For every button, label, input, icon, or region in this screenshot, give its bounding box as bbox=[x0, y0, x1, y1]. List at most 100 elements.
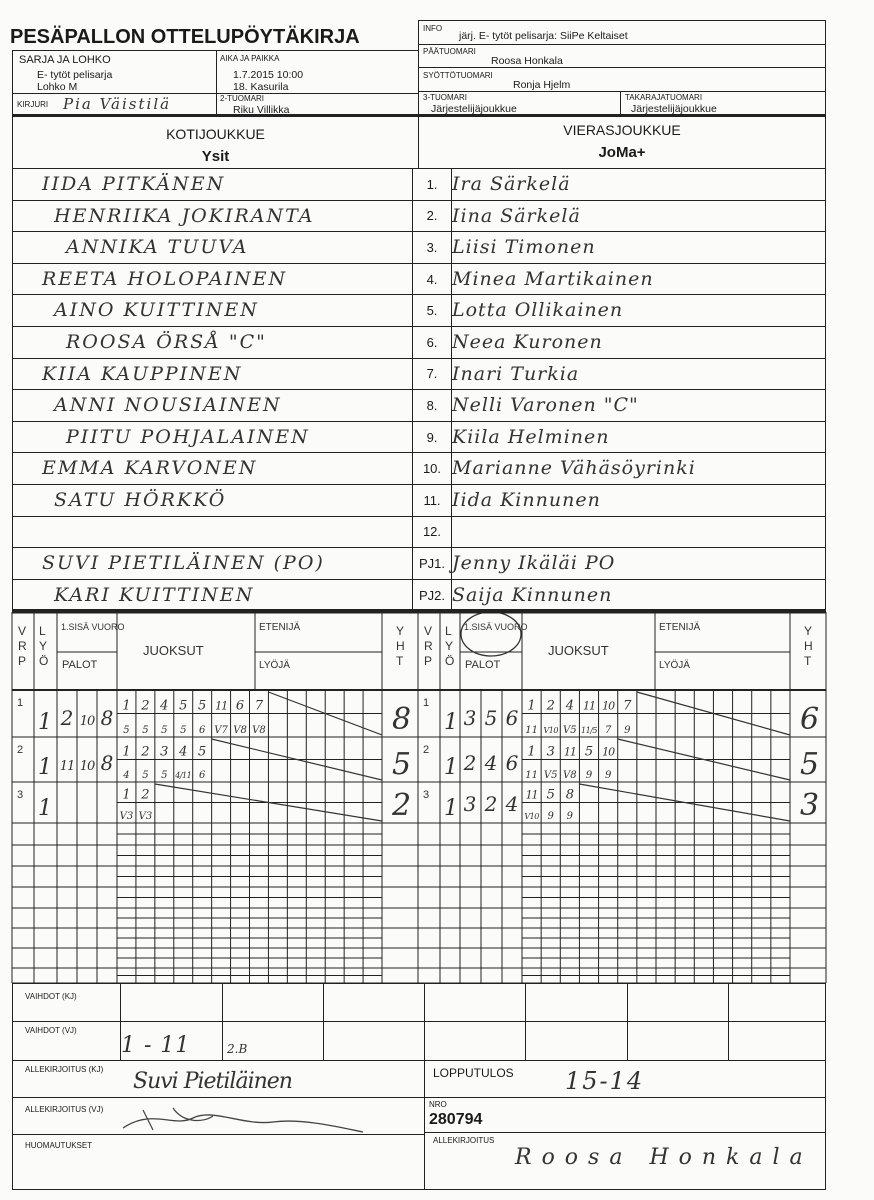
inning-number: 3 bbox=[17, 789, 23, 801]
player-number: PJ1. bbox=[412, 548, 452, 579]
run-mark-top: 10 bbox=[602, 746, 615, 759]
syottotuomari-label: SYÖTTÖTUOMARI bbox=[423, 71, 493, 80]
palot-value: 6 bbox=[506, 706, 519, 730]
takaraja-value: Järjestelijäjoukkue bbox=[631, 103, 717, 115]
aika-value: 1.7.2015 10:00 bbox=[233, 69, 304, 81]
vrp-header: V bbox=[18, 624, 26, 638]
circle-mark bbox=[460, 611, 522, 657]
palot-value: 4 bbox=[484, 751, 498, 775]
kirjuri-label: KIRJURI bbox=[17, 100, 49, 109]
player-number: PJ2. bbox=[412, 579, 452, 611]
yht-header: T bbox=[396, 654, 404, 668]
run-mark-bottom: V5 bbox=[563, 725, 577, 736]
info-label: INFO bbox=[423, 24, 443, 33]
allekirjoitus-kj-signature: Suvi Pietiläinen bbox=[133, 1069, 293, 1094]
vaihdot-vj-row: VAIHDOT (VJ) 1 - 11 2.B bbox=[12, 1021, 826, 1061]
yht-header: H bbox=[804, 639, 813, 653]
vrp-header: V bbox=[424, 624, 432, 638]
run-mark-top: 4 bbox=[178, 745, 187, 760]
inning-number: 1 bbox=[17, 697, 23, 709]
run-mark-bottom: 5 bbox=[142, 725, 148, 736]
allekirjoitus-kj-box: ALLEKIRJOITUS (KJ) Suvi Pietiläinen bbox=[12, 1060, 425, 1098]
strike-line bbox=[617, 738, 791, 781]
run-mark-top: 2 bbox=[140, 788, 149, 803]
inning-number: 2 bbox=[423, 744, 429, 756]
strike-line bbox=[211, 738, 383, 781]
huomautukset-box: HUOMAUTUKSET bbox=[12, 1134, 425, 1190]
palot-value: 6 bbox=[506, 751, 519, 775]
grid-line bbox=[728, 983, 729, 1061]
player-number: 3. bbox=[412, 232, 452, 263]
run-mark-top: 7 bbox=[255, 699, 264, 714]
palot-value: 3 bbox=[464, 706, 477, 730]
run-mark-top: 5 bbox=[198, 745, 206, 760]
run-mark-top: 7 bbox=[623, 699, 632, 714]
player-number: 10. bbox=[412, 453, 452, 484]
player-number: 12. bbox=[412, 516, 452, 548]
lyo-header: L bbox=[445, 624, 452, 638]
home-player-name: PIITU POHJALAINEN bbox=[66, 425, 310, 448]
sisavuoro-header: 1.SISÄ VUORO bbox=[464, 622, 528, 632]
tuomari3-value: Järjestelijäjoukkue bbox=[431, 103, 517, 115]
run-mark-bottom: V7 bbox=[214, 725, 228, 736]
home-team-label: KOTIJOUKKUE bbox=[166, 126, 265, 142]
vaihdot-vj-note: 2.B bbox=[227, 1042, 248, 1056]
away-player-name: Minea Martikainen bbox=[452, 267, 654, 290]
away-player-name: Liisi Timonen bbox=[452, 236, 596, 259]
run-mark-bottom: V8 bbox=[252, 725, 266, 736]
palot-value: 10 bbox=[80, 714, 95, 729]
strike-line bbox=[154, 783, 383, 822]
run-mark-bottom: 9 bbox=[567, 811, 574, 822]
lyo-header: Ö bbox=[445, 654, 454, 668]
run-mark-top: 11 bbox=[583, 700, 595, 713]
run-mark-top: 2 bbox=[140, 745, 149, 760]
lohko-value: Lohko M bbox=[37, 81, 78, 93]
home-player-name: REETA HOLOPAINEN bbox=[42, 267, 288, 290]
palot-value: 4 bbox=[505, 792, 519, 816]
run-mark-bottom: 9 bbox=[548, 811, 555, 822]
away-player-name: Saija Kinnunen bbox=[452, 583, 613, 606]
sarja-value: E- tytöt pelisarja bbox=[37, 69, 113, 81]
run-mark-bottom: 9 bbox=[624, 725, 631, 736]
away-player-name: Lotta Ollikainen bbox=[452, 299, 624, 322]
takaraja-label: TAKARAJATUOMARI bbox=[625, 93, 703, 102]
roster-row: ANNI NOUSIAINEN 8. Nelli Varonen "C" bbox=[12, 390, 826, 422]
player-number: 11. bbox=[412, 485, 452, 516]
paatuomari-value: Roosa Honkala bbox=[491, 55, 563, 67]
roster-row: ANNIKA TUUVA 3. Liisi Timonen bbox=[12, 232, 826, 264]
roster-row: KIIA KAUPPINEN 7. Inari Turkia bbox=[12, 358, 826, 391]
run-mark-bottom: 11 bbox=[525, 770, 538, 781]
vrp-header: R bbox=[18, 639, 27, 653]
grid-line bbox=[525, 983, 526, 1061]
nro-label: NRO bbox=[429, 1100, 447, 1109]
home-player-name: IIDA PITKÄNEN bbox=[42, 173, 226, 195]
run-mark-top: 2 bbox=[546, 699, 555, 714]
inning-number: 3 bbox=[423, 789, 429, 801]
lopputulos-label: LOPPUTULOS bbox=[433, 1066, 514, 1080]
roster-row: SATU HÖRKKÖ 11. Iida Kinnunen bbox=[12, 485, 826, 517]
run-mark-bottom: V3 bbox=[120, 811, 134, 822]
run-mark-top: 11 bbox=[526, 789, 538, 802]
info-value: järj. E- tytöt pelisarja: SiiPe Keltaise… bbox=[459, 30, 628, 42]
yht-header: H bbox=[396, 639, 405, 653]
yht-header: Y bbox=[396, 624, 404, 638]
lyo-value: 1 bbox=[38, 796, 52, 821]
run-mark-bottom: V8 bbox=[563, 770, 577, 781]
lyo-header: Y bbox=[39, 639, 47, 653]
vaihdot-kj-row: VAIHDOT (KJ) bbox=[12, 983, 826, 1022]
home-player-name: SUVI PIETILÄINEN (PO) bbox=[42, 552, 325, 575]
away-player-name: Inari Turkia bbox=[452, 362, 580, 385]
etenija-header: ETENIJÄ bbox=[259, 621, 300, 633]
player-number: 8. bbox=[412, 390, 452, 421]
yht-header: Y bbox=[804, 624, 812, 638]
lyo-value: 1 bbox=[38, 755, 52, 780]
roster-row: REETA HOLOPAINEN 4. Minea Martikainen bbox=[12, 263, 826, 296]
away-player-name: Nelli Varonen "C" bbox=[452, 394, 639, 417]
run-mark-top: 3 bbox=[547, 745, 555, 760]
grid-line bbox=[323, 983, 324, 1061]
away-player-name: Iina Särkelä bbox=[452, 204, 581, 227]
thick-divider bbox=[12, 114, 826, 117]
sarja-label: SARJA JA LOHKO bbox=[19, 54, 111, 66]
run-mark-bottom: 11/5 bbox=[581, 726, 597, 735]
referee-signature: Roosa Honkala bbox=[515, 1145, 813, 1170]
